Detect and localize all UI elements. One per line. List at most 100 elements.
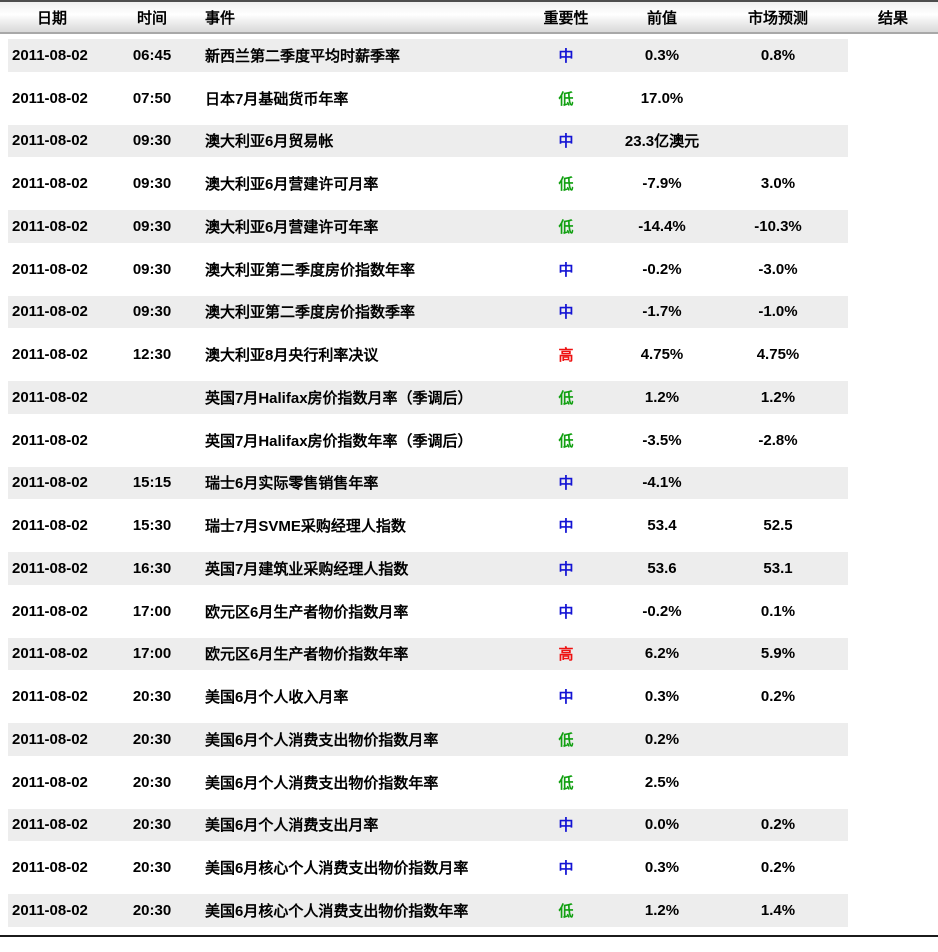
importance-badge: 中 bbox=[558, 860, 574, 878]
event-cell: 欧元区6月生产者物价指数年率 bbox=[205, 646, 409, 664]
date-cell: 2011-08-02 bbox=[12, 773, 88, 791]
time-cell: 20:30 bbox=[132, 901, 172, 919]
time-cell: 06:45 bbox=[132, 46, 172, 64]
time-cell: 09:30 bbox=[132, 175, 172, 193]
table-row: 2011-08-02 20:30 美国6月个人消费支出物价指数月率 低 0.2% bbox=[0, 718, 938, 761]
forecast-value: -1.0% bbox=[758, 303, 798, 321]
date-cell: 2011-08-02 bbox=[12, 517, 88, 535]
importance-badge: 中 bbox=[558, 518, 574, 536]
time-cell: 12:30 bbox=[132, 346, 172, 364]
importance-badge: 低 bbox=[558, 774, 574, 792]
date-cell: 2011-08-02 bbox=[12, 46, 88, 64]
date-cell: 2011-08-02 bbox=[12, 859, 88, 877]
date-cell: 2011-08-02 bbox=[12, 474, 88, 492]
previous-value: 0.3% bbox=[644, 859, 680, 877]
date-cell: 2011-08-02 bbox=[12, 260, 88, 278]
bottom-divider bbox=[0, 934, 938, 937]
time-cell: 15:30 bbox=[132, 517, 172, 535]
table-row: 2011-08-02 20:30 美国6月个人收入月率 中 0.3% 0.2% bbox=[0, 675, 938, 718]
date-cell: 2011-08-02 bbox=[12, 602, 88, 620]
table-row: 2011-08-02 12:30 澳大利亚8月央行利率决议 高 4.75% 4.75% bbox=[0, 333, 938, 376]
previous-value: 0.2% bbox=[644, 730, 680, 748]
table-row: 2011-08-02 07:50 日本7月基础货币年率 低 17.0% bbox=[0, 76, 938, 120]
forecast-value: 1.2% bbox=[760, 388, 796, 406]
forecast-value: 1.4% bbox=[760, 901, 796, 919]
forecast-value: -10.3% bbox=[754, 217, 802, 235]
previous-value: 6.2% bbox=[644, 645, 680, 663]
column-header-date: 日期 bbox=[36, 9, 67, 27]
table-row: 2011-08-02 英国7月Halifax房价指数月率（季调后） 低 1.2% 1.2… bbox=[0, 376, 938, 419]
table-row: 2011-08-02 09:30 澳大利亚第二季度房价指数年率 中 -0.2% -3.0% bbox=[0, 247, 938, 291]
date-cell: 2011-08-02 bbox=[12, 688, 88, 706]
event-cell: 美国6月个人消费支出月率 bbox=[205, 817, 379, 835]
table-row: 2011-08-02 15:30 瑞士7月SVME采购经理人指数 中 53.4 52.5 bbox=[0, 504, 938, 547]
previous-value: -4.1% bbox=[642, 474, 682, 492]
event-cell: 美国6月个人消费支出物价指数月率 bbox=[205, 731, 439, 749]
importance-badge: 中 bbox=[558, 261, 574, 279]
event-cell: 美国6月核心个人消费支出物价指数月率 bbox=[205, 860, 469, 878]
forecast-value: 53.1 bbox=[763, 559, 793, 577]
importance-badge: 低 bbox=[558, 90, 574, 108]
date-cell: 2011-08-02 bbox=[12, 816, 88, 834]
time-cell: 15:15 bbox=[132, 474, 172, 492]
date-cell: 2011-08-02 bbox=[12, 89, 88, 107]
time-cell: 20:30 bbox=[132, 688, 172, 706]
previous-value: -7.9% bbox=[642, 175, 682, 193]
event-cell: 美国6月个人收入月率 bbox=[205, 689, 349, 707]
column-header-previous: 前值 bbox=[646, 9, 677, 27]
table-body: 2011-08-02 06:45 新西兰第二季度平均时薪季率中 0.3% 0.8% 201… bbox=[0, 34, 938, 932]
date-cell: 2011-08-02 bbox=[12, 388, 88, 406]
previous-value: 0.0% bbox=[644, 816, 680, 834]
date-cell: 2011-08-02 bbox=[12, 730, 88, 748]
forecast-value: 5.9% bbox=[760, 645, 796, 663]
time-cell: 16:30 bbox=[132, 559, 172, 577]
event-cell: 澳大利亚6月营建许可月率 bbox=[205, 176, 379, 194]
date-cell: 2011-08-02 bbox=[12, 346, 88, 364]
table-row: 2011-08-02 09:30 澳大利亚6月营建许可年率 低 -14.4% -10.3% bbox=[0, 205, 938, 248]
importance-badge: 低 bbox=[558, 389, 574, 407]
time-cell: 09:30 bbox=[132, 132, 172, 150]
importance-badge: 中 bbox=[558, 475, 574, 493]
column-header-importance: 重要性 bbox=[543, 9, 589, 27]
previous-value: 4.75% bbox=[640, 346, 684, 364]
previous-value: 0.3% bbox=[644, 46, 680, 64]
previous-value: 1.2% bbox=[644, 388, 680, 406]
event-cell: 欧元区6月生产者物价指数月率 bbox=[205, 603, 409, 621]
date-cell: 2011-08-02 bbox=[12, 217, 88, 235]
forecast-value: 0.8% bbox=[760, 46, 796, 64]
previous-value: -1.7% bbox=[642, 303, 682, 321]
event-cell: 美国6月核心个人消费支出物价指数年率 bbox=[205, 902, 469, 920]
forecast-value: 0.2% bbox=[760, 816, 796, 834]
column-header-result: 结果 bbox=[877, 9, 908, 27]
table-row: 2011-08-02 06:45 新西兰第二季度平均时薪季率 中 0.3% 0.8% bbox=[0, 34, 938, 77]
previous-value: 53.4 bbox=[647, 517, 677, 535]
importance-badge: 高 bbox=[558, 347, 574, 365]
event-cell: 澳大利亚8月央行利率决议 bbox=[205, 347, 379, 365]
previous-value: -3.5% bbox=[642, 431, 682, 449]
time-cell: 20:30 bbox=[132, 730, 172, 748]
importance-badge: 中 bbox=[558, 560, 574, 578]
forecast-value: 0.2% bbox=[760, 859, 796, 877]
table-row: 2011-08-02 09:30 澳大利亚第二季度房价指数季率 中 -1.7% -1.0% bbox=[0, 290, 938, 334]
column-header-forecast: 市场预测 bbox=[747, 9, 808, 27]
importance-badge: 高 bbox=[558, 646, 574, 664]
time-cell: 17:00 bbox=[132, 645, 172, 663]
table-row: 2011-08-02 20:30 美国6月个人消费支出物价指数年率 低 2.5% bbox=[0, 760, 938, 804]
importance-badge: 中 bbox=[558, 603, 574, 621]
previous-value: -0.2% bbox=[642, 602, 682, 620]
table-row: 2011-08-02 17:00 欧元区6月生产者物价指数月率 中 -0.2% 0.1% bbox=[0, 589, 938, 633]
time-cell: 17:00 bbox=[132, 602, 172, 620]
previous-value: -14.4% bbox=[638, 217, 686, 235]
event-cell: 英国7月Halifax房价指数年率（季调后） bbox=[205, 432, 473, 450]
time-cell: 09:30 bbox=[132, 303, 172, 321]
table-row: 2011-08-02 15:15 瑞士6月实际零售销售年率 中 -4.1% bbox=[0, 461, 938, 505]
table-row: 2011-08-02 英国7月Halifax房价指数年率（季调后） 低 -3.5% -2… bbox=[0, 418, 938, 462]
forecast-value: 52.5 bbox=[763, 517, 793, 535]
date-cell: 2011-08-02 bbox=[12, 559, 88, 577]
time-cell: 20:30 bbox=[132, 816, 172, 834]
table-header-row: 日期 时间 事件 重要性 前值 市场预测 结果 bbox=[0, 0, 938, 34]
date-cell: 2011-08-02 bbox=[12, 431, 88, 449]
column-header-event: 事件 bbox=[205, 9, 236, 27]
forecast-value: 4.75% bbox=[756, 346, 800, 364]
forecast-value: 3.0% bbox=[760, 175, 796, 193]
